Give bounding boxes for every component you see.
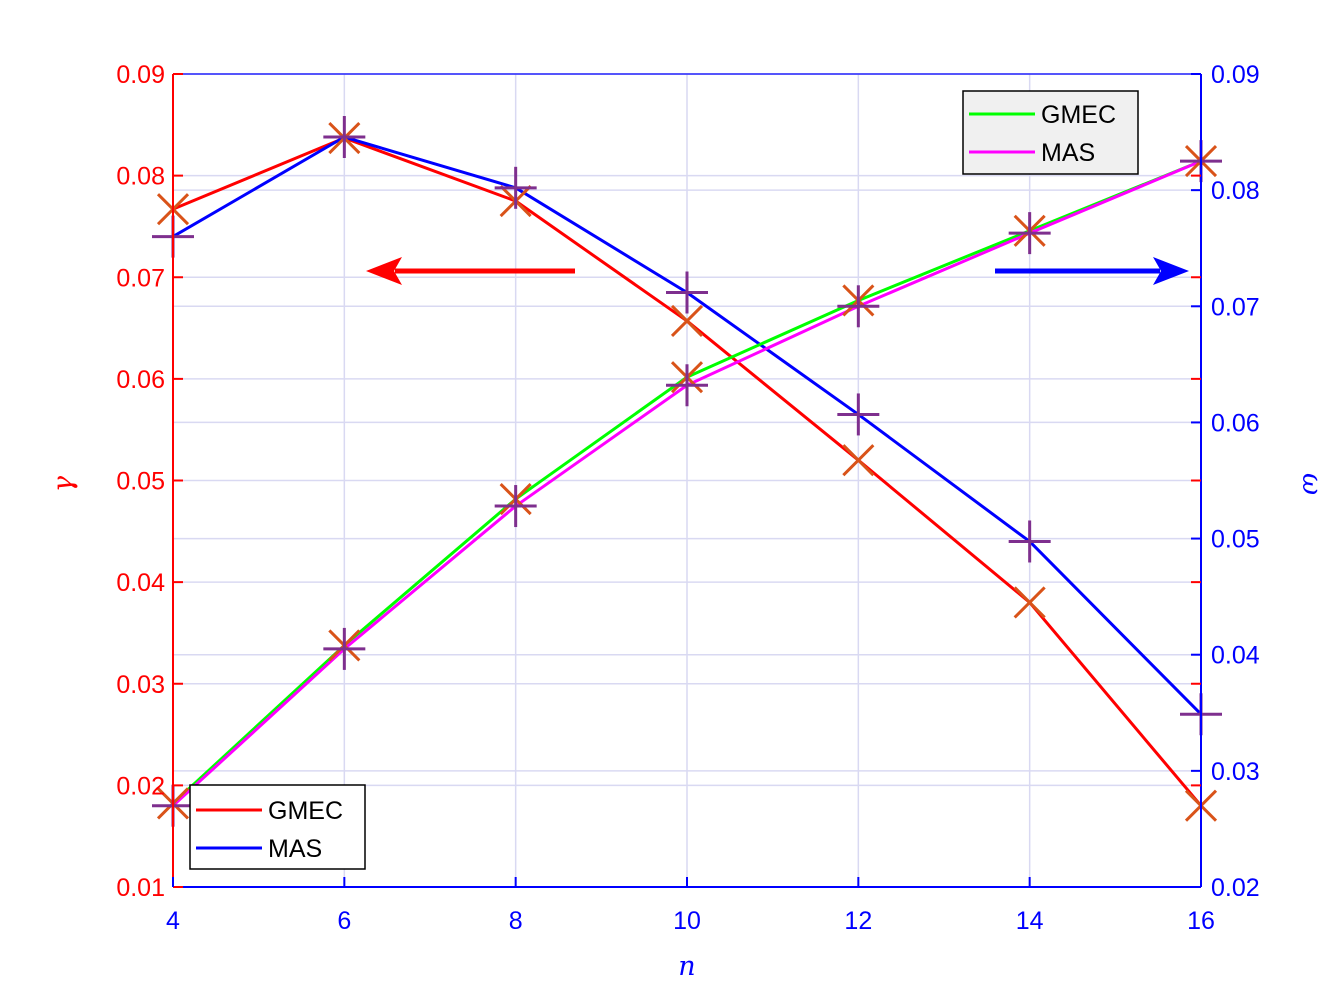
data-point-left-gmec [842,444,875,477]
data-point-left-mas [494,166,537,209]
tick-label-x: 12 [844,907,872,935]
arrows [366,257,1189,285]
tick-label-x: 16 [1187,907,1215,935]
tick-label-left: 0.03 [116,671,165,699]
axes [172,73,1202,888]
tick-label-right: 0.05 [1211,526,1260,554]
arrow-left-head [366,257,402,285]
data-point-left-mas [323,116,366,159]
x-axis-label: n [678,951,695,982]
grid [172,73,1202,888]
data-point-right-mas [837,285,880,328]
tick-label-left: 0.05 [116,468,165,496]
data-point-left-mas [666,271,708,314]
data-point-left-mas [837,393,880,436]
legend-right-axis: GMEC MAS [962,90,1139,175]
data-point-left-gmec [1013,586,1046,619]
data-point-right-mas [323,627,366,670]
tick-label-x: 6 [337,907,351,935]
tick-label-left: 0.07 [116,264,165,292]
data-point-left-gmec [670,304,704,338]
legend-label-mas: MAS [268,835,322,863]
data-point-right-mas [666,364,708,407]
tick-label-right: 0.03 [1211,758,1260,786]
legend-box [962,90,1139,175]
series-layer [152,116,1222,827]
data-point-right-mas [1008,212,1051,255]
tick-label-right: 0.06 [1211,409,1260,437]
legend-box [189,784,366,870]
legend-label-mas: MAS [1041,139,1095,167]
tick-label-left: 0.09 [116,61,165,89]
legend-label-gmec: GMEC [1041,101,1116,129]
tick-label-right: 0.04 [1211,642,1260,670]
tick-label-right: 0.08 [1211,177,1260,205]
tick-label-x: 14 [1016,907,1044,935]
arrow-right-head [1153,257,1189,285]
tick-label-right: 0.07 [1211,293,1260,321]
tick-label-left: 0.01 [116,874,165,902]
tick-labels: 0.01 0.02 0.03 0.04 0.05 0.06 0.07 0.08 0.09 0.02… [116,61,1259,935]
y-axis-label-right: ω [1296,473,1327,495]
tick-label-x: 4 [166,907,180,935]
data-point-right-mas [494,485,537,528]
tick-label-right: 0.09 [1211,61,1260,89]
tick-label-x: 8 [509,907,523,935]
tick-label-x: 10 [673,907,701,935]
legend-left-axis: GMEC MAS [189,784,366,870]
tick-label-left: 0.02 [116,772,165,800]
y-axis-label-left: γ [48,475,79,492]
tick-label-right: 0.02 [1211,874,1260,902]
tick-label-left: 0.06 [116,366,165,394]
data-point-left-mas [1008,520,1051,563]
tick-label-left: 0.04 [116,569,165,597]
tick-label-left: 0.08 [116,163,165,191]
legend-label-gmec: GMEC [268,797,343,825]
